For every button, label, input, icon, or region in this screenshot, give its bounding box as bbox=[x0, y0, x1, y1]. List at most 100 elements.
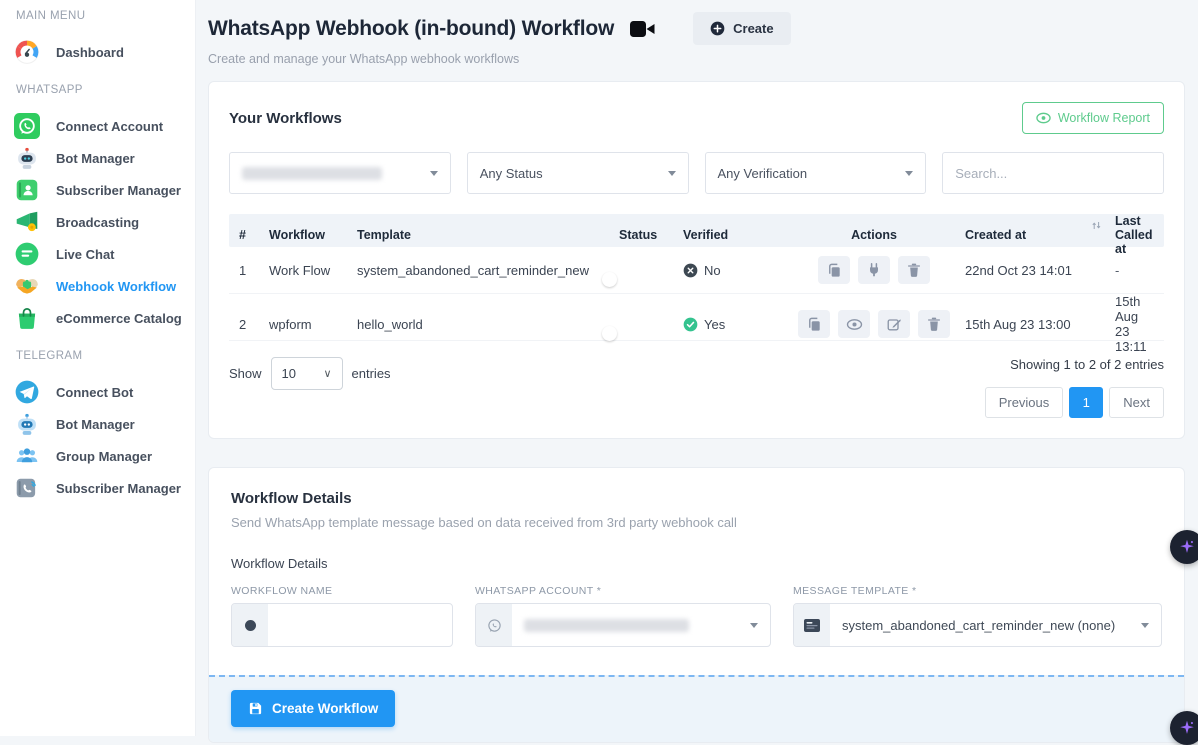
col-created-at[interactable]: Created at bbox=[965, 222, 1115, 242]
page-title: WhatsApp Webhook (in-bound) Workflow bbox=[208, 16, 615, 40]
chevron-down-icon bbox=[667, 170, 676, 176]
ai-assistant-button[interactable] bbox=[1170, 530, 1198, 564]
show-label: Show bbox=[229, 366, 262, 381]
delete-button[interactable] bbox=[918, 310, 950, 338]
edit-icon bbox=[887, 319, 901, 331]
shopping-bag-icon bbox=[14, 305, 40, 331]
sidebar-item-label: Connect Account bbox=[56, 118, 164, 134]
sidebar-item-bot-manager-tg[interactable]: Bot Manager bbox=[14, 408, 187, 440]
page-size-select[interactable]: 10 ∨ bbox=[270, 357, 343, 390]
col-last-called-at[interactable]: Last Called at bbox=[1115, 214, 1153, 256]
copy-button[interactable] bbox=[798, 310, 830, 338]
chevron-down-icon: ∨ bbox=[323, 368, 332, 380]
sparkle-icon bbox=[1180, 539, 1194, 553]
webhook-url-button[interactable] bbox=[858, 256, 890, 284]
verification-filter-select[interactable]: Any Verification bbox=[704, 152, 927, 194]
sidebar-item-ecommerce-catalog[interactable]: eCommerce Catalog bbox=[14, 302, 187, 334]
sidebar-item-connect-account[interactable]: Connect Account bbox=[14, 110, 187, 142]
whatsapp-icon bbox=[14, 113, 40, 139]
handshake-icon bbox=[14, 273, 40, 299]
view-button[interactable] bbox=[838, 310, 870, 338]
sidebar-item-label: Live Chat bbox=[56, 246, 115, 262]
check-circle-icon bbox=[683, 317, 698, 332]
sidebar-item-label: Bot Manager bbox=[56, 150, 135, 166]
sidebar-item-connect-bot[interactable]: Connect Bot bbox=[14, 376, 187, 408]
pagination: Previous 1 Next bbox=[984, 387, 1164, 418]
entries-label: entries bbox=[351, 366, 391, 381]
sidebar-item-label: Connect Bot bbox=[56, 384, 134, 400]
card-title: Your Workflows bbox=[229, 109, 342, 127]
workflow-report-button[interactable]: Workflow Report bbox=[1021, 102, 1164, 134]
whatsapp-account-select[interactable] bbox=[475, 603, 771, 647]
redacted-account-value bbox=[242, 166, 382, 180]
sidebar-item-label: Subscriber Manager bbox=[56, 182, 181, 198]
workflow-name-input[interactable] bbox=[280, 617, 440, 633]
sidebar-item-bot-manager-wa[interactable]: Bot Manager bbox=[14, 142, 187, 174]
sidebar-item-subscriber-manager-wa[interactable]: Subscriber Manager bbox=[14, 174, 187, 206]
last-called-at: - bbox=[1115, 262, 1120, 278]
sidebar-item-label: Webhook Workflow bbox=[56, 278, 177, 294]
group-icon bbox=[14, 443, 40, 469]
template-selected-value: system_abandoned_cart_reminder_new (none… bbox=[842, 617, 1116, 633]
created-at: 22nd Oct 23 14:01 bbox=[965, 262, 1072, 278]
dot-icon bbox=[232, 604, 268, 646]
plug-icon bbox=[870, 263, 878, 277]
sidebar-item-label: eCommerce Catalog bbox=[56, 310, 182, 326]
chevron-down-icon bbox=[905, 170, 914, 176]
section-label-main-menu: MAIN MENU bbox=[16, 10, 86, 22]
chevron-down-icon bbox=[1141, 622, 1149, 628]
verified-badge: Yes bbox=[683, 317, 783, 332]
account-filter-select[interactable] bbox=[229, 152, 451, 194]
x-circle-icon bbox=[683, 263, 698, 278]
create-workflow-button[interactable]: Create Workflow bbox=[231, 690, 396, 727]
workflow-name-field-wrap bbox=[231, 603, 453, 647]
workflow-name-label: WORKFLOW NAME bbox=[231, 585, 333, 597]
col-template[interactable]: Template bbox=[357, 228, 411, 242]
col-workflow[interactable]: Workflow bbox=[269, 228, 326, 242]
sidebar-item-label: Bot Manager bbox=[56, 416, 135, 432]
section-label-whatsapp: WHATSAPP bbox=[16, 84, 83, 96]
copy-icon bbox=[808, 317, 820, 331]
message-template-label: MESSAGE TEMPLATE * bbox=[793, 585, 917, 597]
search-input[interactable] bbox=[955, 165, 1151, 181]
created-at: 15th Aug 23 13:00 bbox=[965, 316, 1071, 332]
previous-page-button[interactable]: Previous bbox=[984, 387, 1064, 418]
sidebar-item-dashboard[interactable]: Dashboard bbox=[14, 36, 187, 68]
details-subtitle: Send WhatsApp template message based on … bbox=[231, 515, 737, 530]
sidebar-item-subscriber-manager-tg[interactable]: Subscriber Manager bbox=[14, 472, 187, 504]
row-number: 2 bbox=[239, 316, 247, 332]
sidebar: MAIN MENU Dashboard WHATSAPP Connect Acc… bbox=[0, 0, 196, 736]
search-box bbox=[942, 152, 1164, 194]
sidebar-item-broadcasting[interactable]: Broadcasting bbox=[14, 206, 187, 238]
page-1-button[interactable]: 1 bbox=[1069, 387, 1104, 418]
delete-button[interactable] bbox=[898, 256, 930, 284]
col-verified[interactable]: Verified bbox=[683, 228, 729, 242]
col-status[interactable]: Status bbox=[619, 228, 658, 242]
video-tutorial-icon[interactable] bbox=[630, 20, 655, 38]
eye-icon bbox=[1036, 112, 1051, 124]
telegram-icon bbox=[14, 379, 40, 405]
megaphone-icon bbox=[14, 209, 40, 235]
status-filter-select[interactable]: Any Status bbox=[466, 152, 689, 194]
chevron-down-icon bbox=[750, 622, 758, 628]
create-button[interactable]: Create bbox=[693, 12, 791, 45]
template-name: hello_world bbox=[357, 316, 423, 332]
table-row: 1 Work Flow system_abandoned_cart_remind… bbox=[229, 247, 1164, 294]
sidebar-item-label: Dashboard bbox=[56, 44, 124, 60]
col-actions: Actions bbox=[851, 228, 897, 242]
edit-button[interactable] bbox=[878, 310, 910, 338]
row-number: 1 bbox=[239, 262, 247, 278]
message-template-select[interactable]: system_abandoned_cart_reminder_new (none… bbox=[793, 603, 1162, 647]
chat-icon bbox=[14, 241, 40, 267]
copy-button[interactable] bbox=[818, 256, 850, 284]
next-page-button[interactable]: Next bbox=[1109, 387, 1164, 418]
sidebar-item-group-manager[interactable]: Group Manager bbox=[14, 440, 187, 472]
ai-assistant-button[interactable] bbox=[1170, 711, 1198, 745]
sort-icon[interactable] bbox=[1092, 220, 1101, 234]
details-footer: Create Workflow bbox=[209, 675, 1184, 742]
entries-summary: Showing 1 to 2 of 2 entries bbox=[1010, 357, 1164, 372]
table-header-row: # Workflow Template Status Verified Acti… bbox=[229, 214, 1164, 256]
sparkle-icon bbox=[1180, 720, 1194, 734]
sidebar-item-webhook-workflow[interactable]: Webhook Workflow bbox=[14, 270, 187, 302]
sidebar-item-live-chat[interactable]: Live Chat bbox=[14, 238, 187, 270]
